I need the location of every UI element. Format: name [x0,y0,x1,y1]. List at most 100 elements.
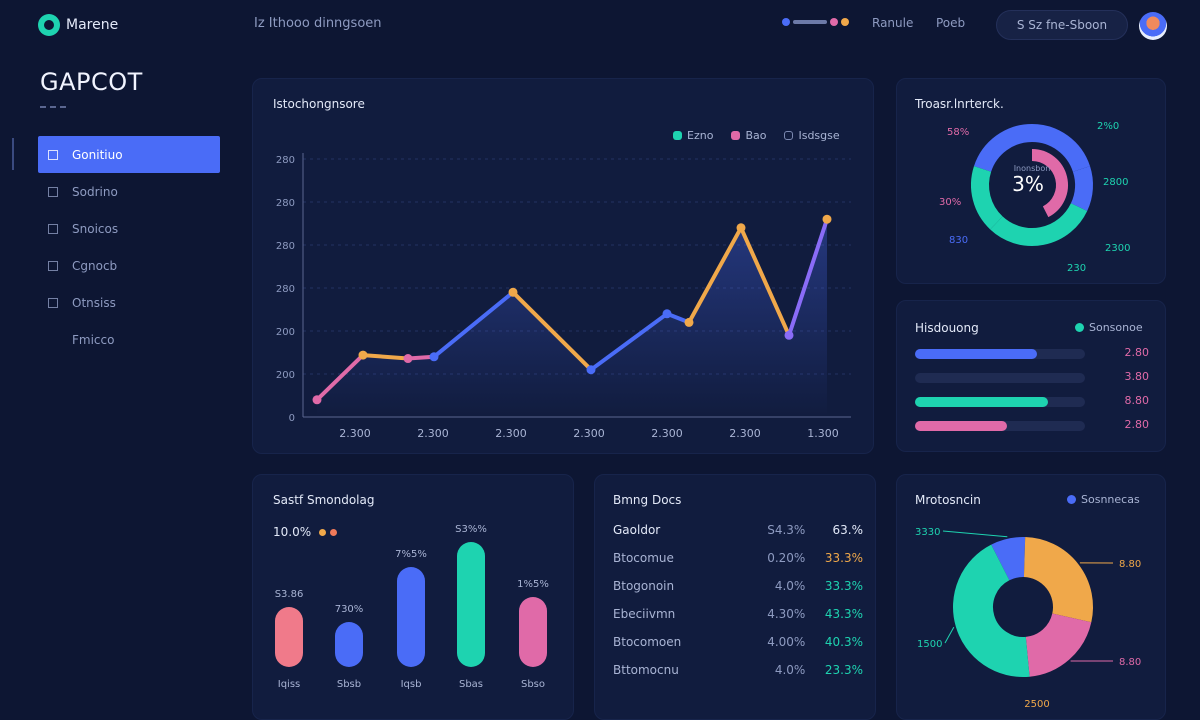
table-row[interactable]: Btocomoen 4.00% 40.3% [613,635,863,655]
x-tick-label: 2.300 [729,427,761,440]
table-panel: Bmng Docs Gaoldor S4.3% 63.% Btocomue 0.2… [594,474,876,720]
y-tick-label: 280 [276,284,295,295]
header-subtitle: Iz Ithooo dinngsoen [254,16,382,31]
sidebar-item-label: Gonitiuo [72,147,123,162]
table-cell: 23.3% [824,663,863,677]
table-cell: 40.3% [824,635,863,649]
table-cell: 4.00% [767,635,806,649]
line-point[interactable] [684,317,694,327]
brand-logo-icon [38,14,60,36]
donut2-label: 3330 [915,527,940,538]
search-input[interactable]: S Sz fne-Sboon [996,10,1128,40]
donut2-label: 1500 [917,639,942,650]
table-cell: 4.30% [767,607,806,621]
table-cell: 4.0% [774,663,806,677]
x-tick-label: 2.300 [651,427,683,440]
legend-label: Bao [745,129,767,142]
line-point[interactable] [784,330,794,340]
sidebar-item-5[interactable]: Fmicco [38,321,220,358]
bar-category-label: Sbso [520,679,546,690]
sidebar-title: GAPCOT [40,68,143,96]
y-tick-label: 200 [276,327,295,338]
sidebar-item-4[interactable]: Otnsiss [38,284,220,321]
donut-slice[interactable] [973,124,1091,173]
donut-slice[interactable] [1070,166,1093,211]
line-point[interactable] [403,354,413,364]
donut-outer-label: 830 [949,235,968,246]
donut2-slice[interactable] [1022,537,1093,623]
donut2-legend-item[interactable]: Sosnnecas [1067,493,1140,506]
donut-outer-label: 30% [939,197,961,208]
nav-check-icon [48,149,58,160]
legend-item-0[interactable]: Ezno [673,129,713,142]
progress-legend: Sonsonoe [1075,321,1143,334]
donut-outer-label: 230 [1067,263,1086,274]
line-segment [687,225,743,325]
line-segment [361,353,410,361]
donut2-slice[interactable] [953,544,1030,677]
line-point[interactable] [586,365,596,375]
table-row[interactable]: Btocomue 0.20% 33.3% [613,551,863,571]
donut2-slice[interactable] [1024,612,1092,677]
bar[interactable] [397,567,425,667]
nav-doc-icon [48,223,58,234]
table-cell: Bttomocnu [613,663,679,677]
table-row[interactable]: Bttomocnu 4.0% 23.3% [613,663,863,683]
line-point[interactable] [429,352,439,362]
legend-label: Ezno [687,129,714,142]
table-row[interactable]: Btogonoin 4.0% 33.3% [613,579,863,599]
table-row[interactable]: Ebeciivmn 4.30% 43.3% [613,607,863,627]
progress-track [915,373,1085,383]
bar[interactable] [519,597,547,667]
header-link[interactable]: Poeb [936,16,966,30]
status-dot-blue [782,18,790,26]
x-tick-label: 2.300 [339,427,371,440]
line-segment [511,290,593,372]
donut2-label: 8.80 [1119,657,1141,668]
line-point[interactable] [508,287,518,297]
bar[interactable] [275,607,303,667]
sidebar-item-2[interactable]: Snoicos [38,210,220,247]
line-point[interactable] [312,395,322,405]
table-cell: 33.3% [824,551,863,565]
status-dot-line [793,20,827,24]
dot-red-icon [330,528,338,536]
line-segment [739,225,791,338]
progress-legend-item[interactable]: Sonsonoe [1075,321,1143,334]
status-dot-pink [830,18,838,26]
legend-label: Sonsonoe [1089,321,1143,334]
table-title: Bmng Docs [613,493,682,507]
bar-headline: 10.0% [273,525,338,539]
line-segment [589,311,669,372]
donut-slice[interactable] [971,166,1003,230]
donut2-leader-line [944,626,955,644]
table-cell: 0.20% [767,551,806,565]
line-point[interactable] [358,350,368,360]
donut2-slice[interactable] [991,537,1026,581]
line-area [317,219,827,417]
line-point[interactable] [736,223,746,233]
table-header-cell: Gaoldor [613,523,661,537]
donut-center-value: 3% [1012,172,1044,196]
table-header-cell: 63.% [832,523,864,537]
y-tick-label: 0 [289,413,295,424]
sidebar-item-0[interactable]: Gonitiuo [38,136,220,173]
avatar[interactable] [1139,12,1167,40]
y-tick-label: 200 [276,370,295,381]
y-tick-label: 280 [276,241,295,252]
legend-item-2[interactable]: Isdsgse [784,129,840,142]
donut-slice[interactable] [990,202,1088,246]
bar[interactable] [335,622,363,667]
line-point[interactable] [662,309,672,319]
sidebar-item-3[interactable]: Cgnocb [38,247,220,284]
brand[interactable]: Marene [38,14,118,36]
header-status[interactable]: Ranule [872,16,914,30]
donut-title: Troasr.lnrterck. [915,97,1004,111]
sidebar-item-1[interactable]: Sodrino [38,173,220,210]
line-point[interactable] [822,214,832,224]
bar[interactable] [457,542,485,667]
legend-item-1[interactable]: Bao [731,129,766,142]
legend-label: Isdsgse [798,129,840,142]
progress-value: 8.80 [1124,394,1150,407]
